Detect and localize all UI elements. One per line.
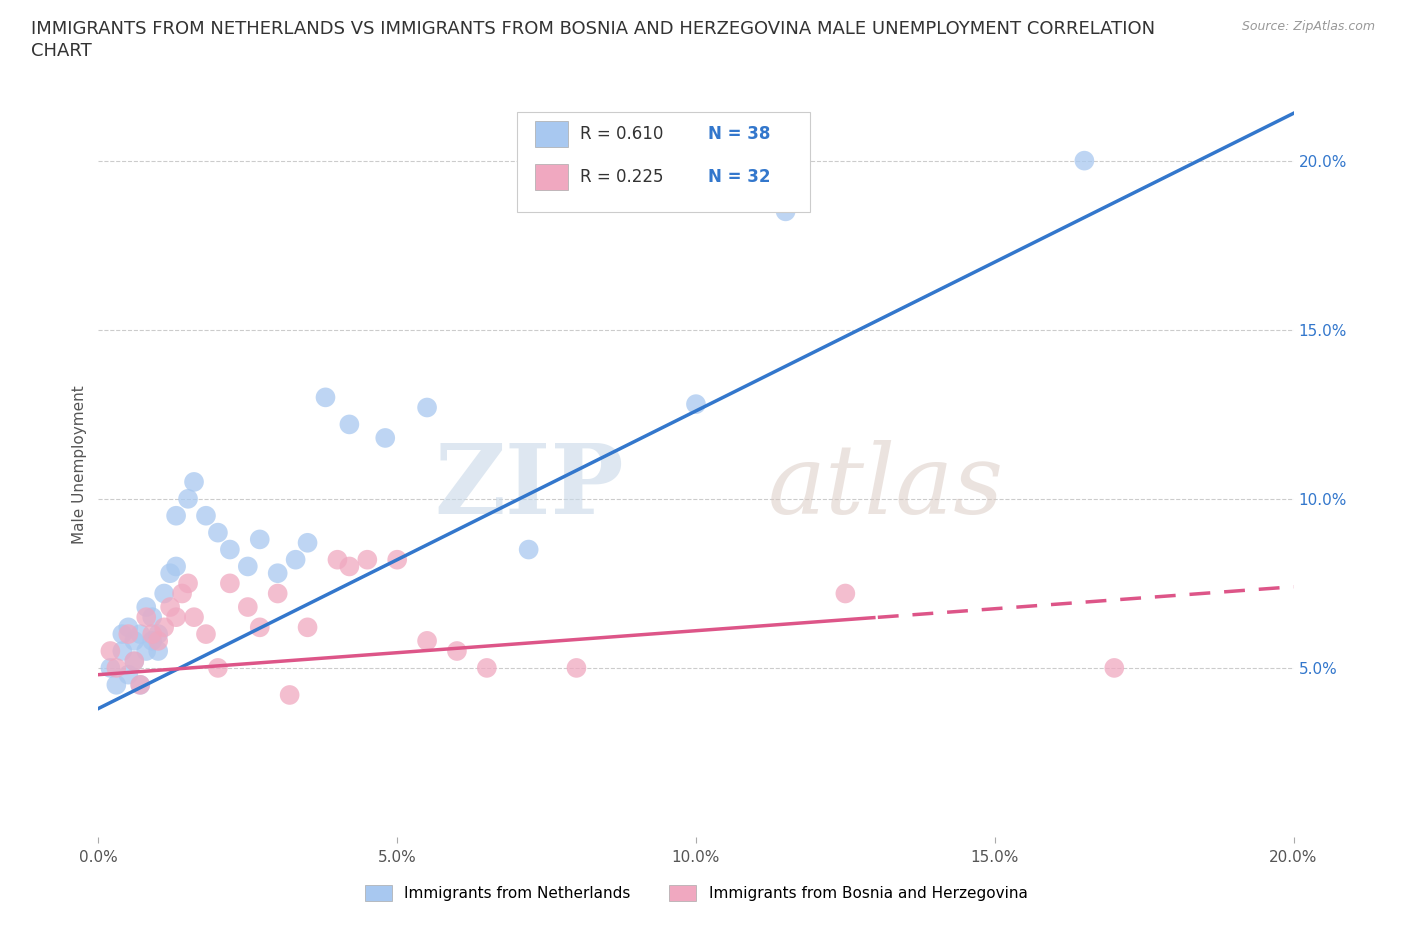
Point [148,644,170,658]
Point [141,610,163,625]
Point [105,660,128,675]
Point [129,677,152,692]
Text: CHART: CHART [31,42,91,60]
Point [177,576,200,591]
Point [219,576,242,591]
Point [177,491,200,506]
Point [165,509,187,524]
Text: N = 38: N = 38 [709,125,770,143]
Point [135,610,157,625]
Point [775,204,797,219]
Point [172,586,194,601]
Text: ZIP: ZIP [434,440,624,535]
Point [326,552,349,567]
Point [267,565,290,580]
Text: Source: ZipAtlas.com: Source: ZipAtlas.com [1241,20,1375,33]
Point [135,644,157,658]
Text: atlas: atlas [768,440,1004,535]
Point [297,536,319,551]
Point [124,654,146,669]
Y-axis label: Male Unemployment: Male Unemployment [72,386,87,544]
Point [165,610,187,625]
Point [135,600,157,615]
Point [517,542,540,557]
Point [148,627,170,642]
Point [385,552,409,567]
Point [159,565,181,580]
Point [207,660,229,675]
Point [100,660,122,675]
Point [111,644,134,658]
Point [416,633,439,648]
Point [148,633,170,648]
Point [416,400,439,415]
Text: N = 32: N = 32 [709,168,770,186]
Point [165,559,187,574]
Point [195,627,218,642]
Point [195,509,218,524]
Point [284,552,307,567]
Point [278,687,301,702]
Point [153,586,176,601]
Point [297,620,319,635]
Point [111,627,134,642]
Point [356,552,378,567]
Point [124,654,146,669]
Point [475,660,498,675]
Point [236,600,259,615]
Legend: Immigrants from Netherlands, Immigrants from Bosnia and Herzegovina: Immigrants from Netherlands, Immigrants … [359,879,1033,908]
Point [117,667,139,682]
Point [1104,660,1126,675]
Point [100,644,122,658]
Point [117,627,139,642]
Point [207,525,229,540]
Point [124,633,146,648]
Point [249,620,271,635]
Point [219,542,242,557]
Point [249,532,271,547]
Text: IMMIGRANTS FROM NETHERLANDS VS IMMIGRANTS FROM BOSNIA AND HERZEGOVINA MALE UNEMP: IMMIGRANTS FROM NETHERLANDS VS IMMIGRANT… [31,20,1156,38]
Point [1073,153,1095,168]
Text: R = 0.225: R = 0.225 [581,168,664,186]
Point [339,417,360,432]
Point [141,627,163,642]
Point [267,586,290,601]
Point [159,600,181,615]
Point [374,431,396,445]
Point [183,610,205,625]
Point [153,620,176,635]
FancyBboxPatch shape [534,121,568,147]
Point [685,397,707,412]
Point [129,677,152,692]
Point [315,390,337,405]
Point [834,586,856,601]
Point [446,644,468,658]
Point [183,474,205,489]
Point [339,559,360,574]
Point [129,627,152,642]
Point [565,660,588,675]
Point [236,559,259,574]
FancyBboxPatch shape [517,112,810,212]
Point [105,677,128,692]
Point [117,620,139,635]
Text: R = 0.610: R = 0.610 [581,125,664,143]
Point [141,633,163,648]
FancyBboxPatch shape [534,164,568,190]
